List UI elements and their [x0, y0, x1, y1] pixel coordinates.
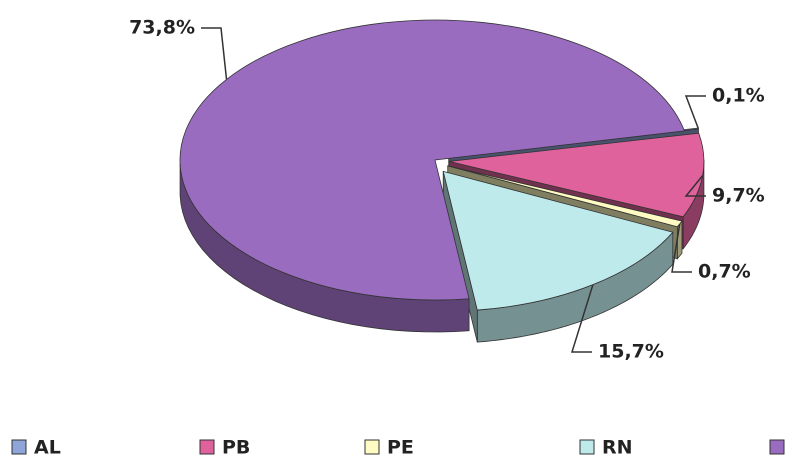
slice: [448, 132, 705, 218]
leader-line: [684, 95, 706, 129]
leader-line: [570, 284, 594, 353]
legend-swatch: [769, 439, 785, 455]
slice: [447, 165, 683, 228]
legend-label: AL: [34, 437, 61, 459]
data-label: 9,7%: [712, 185, 765, 207]
data-label: 73,8%: [129, 17, 195, 39]
data-label: 15,7%: [598, 341, 664, 363]
legend-label: RN: [602, 437, 633, 459]
legend-label: PB: [222, 437, 250, 459]
leader-line: [671, 223, 692, 273]
legend-swatch: [199, 439, 215, 455]
data-label: 0,1%: [712, 85, 765, 107]
pie-tops: [179, 19, 705, 311]
legend-label: PE: [387, 437, 414, 459]
data-label: 0,7%: [698, 261, 751, 283]
leader-line: [201, 27, 228, 80]
legend-swatch: [11, 439, 27, 455]
legend-swatch: [364, 439, 380, 455]
legend-swatch: [579, 439, 595, 455]
leader-line: [684, 175, 706, 197]
slice: [179, 19, 685, 301]
slice: [442, 170, 674, 311]
